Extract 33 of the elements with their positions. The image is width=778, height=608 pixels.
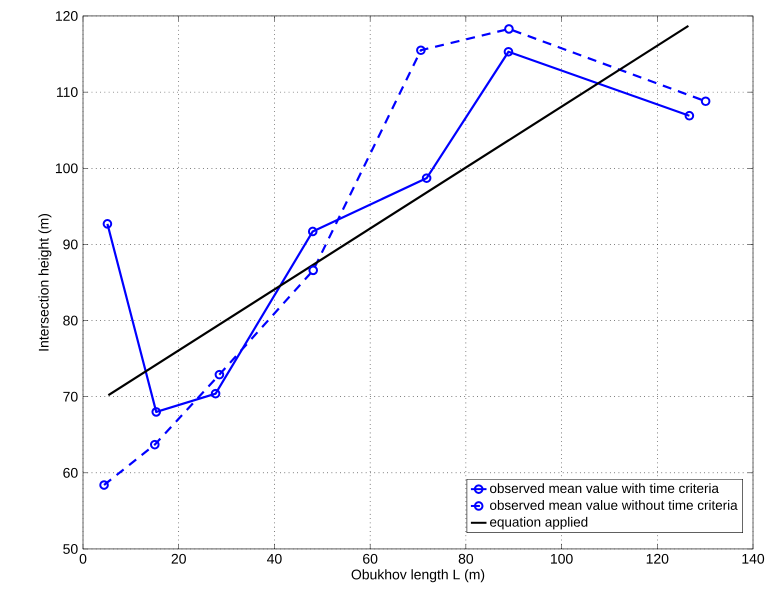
y-tick-label: 120	[56, 11, 78, 21]
x-tick-label: 80	[458, 554, 474, 564]
y-axis-title: Intersection height (m)	[38, 214, 52, 351]
legend-label: observed mean value without time criteria	[490, 500, 738, 510]
y-tick-label: 90	[63, 239, 78, 250]
point	[700, 96, 710, 106]
point	[151, 407, 162, 417]
point	[210, 388, 220, 398]
point	[504, 46, 514, 57]
x-tick-label: 100	[551, 554, 573, 564]
point	[214, 370, 224, 380]
x-tick-label: 20	[172, 554, 186, 564]
point	[99, 480, 109, 490]
x-tick-label: 120	[646, 554, 668, 564]
y-tick-label: 80	[63, 316, 78, 326]
y-tick-label: 70	[63, 392, 78, 402]
point	[308, 266, 318, 276]
x-axis-title: Obukhov length L (m)	[352, 569, 484, 582]
point	[416, 45, 426, 56]
y-tick-label: 60	[63, 468, 78, 478]
point	[308, 226, 318, 236]
point	[422, 173, 432, 183]
point	[150, 440, 160, 450]
y-tick-label: 110	[56, 87, 78, 98]
legend-label: observed mean value with time criteria	[490, 483, 719, 494]
x-tick-label: 60	[363, 554, 378, 564]
point	[504, 24, 514, 34]
x-tick-label: 140	[742, 554, 764, 564]
y-tick-label: 100	[56, 163, 78, 174]
x-tick-label: 0	[80, 554, 86, 564]
y-tick-label: 50	[63, 544, 78, 554]
x-tick-label: 40	[266, 554, 282, 564]
legend-label: equation applied	[490, 516, 588, 530]
